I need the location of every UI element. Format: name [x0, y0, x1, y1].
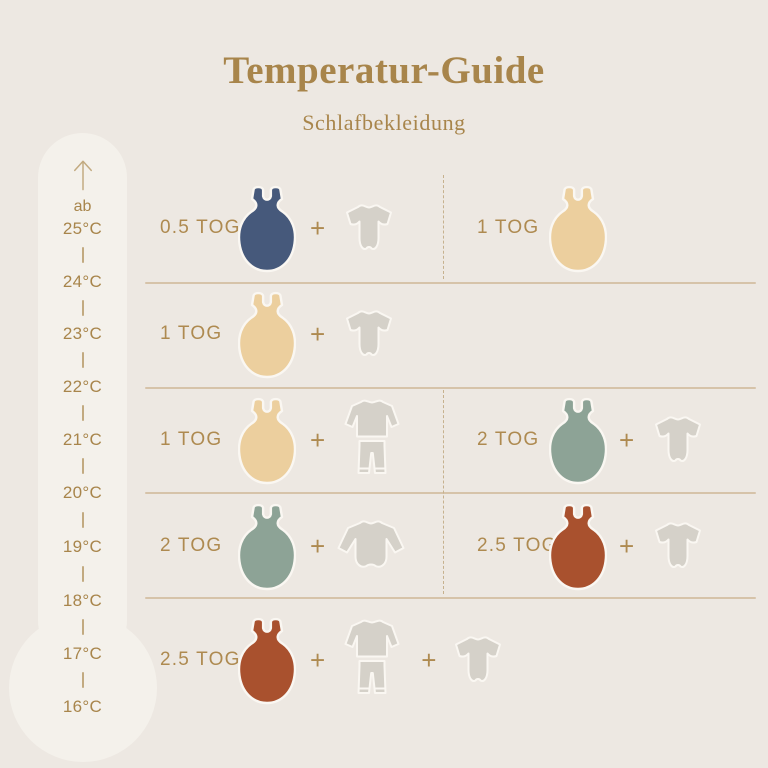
separator-line [145, 492, 756, 494]
separator-line [145, 597, 756, 599]
row-4-left: 2 TOG + [160, 494, 407, 598]
pajamas-icon [341, 397, 403, 483]
thermometer-scale: ab 25°C 24°C 23°C 22°C 21°C 20°C 19°C 18… [38, 0, 127, 768]
short-sleeve-bodysuit-icon [341, 307, 397, 361]
scale-tick [81, 247, 84, 263]
plus-sign: + [421, 645, 437, 675]
scale-tick [81, 405, 84, 421]
plus-sign: + [310, 531, 326, 561]
temperature-label: 23°C [62, 324, 103, 343]
short-sleeve-bodysuit-icon [341, 201, 397, 255]
long-sleeve-bodysuit-icon [335, 517, 407, 575]
tog-label: 0.5 TOG [160, 217, 241, 238]
dashed-divider [443, 390, 444, 594]
scale-tick [81, 458, 84, 474]
short-sleeve-bodysuit-icon [650, 413, 706, 467]
sleeping-bag-icon [238, 289, 296, 379]
scale-tick [81, 352, 84, 368]
sleeping-bag-icon [238, 395, 296, 485]
scale-tick [81, 566, 84, 582]
plus-sign: + [310, 213, 326, 243]
tog-label: 2.5 TOG [477, 535, 558, 556]
temperature-label: 20°C [62, 483, 103, 502]
temperature-label: 21°C [62, 430, 103, 449]
plus-sign: + [619, 425, 635, 455]
row-1-right: 1 TOG [477, 176, 607, 280]
separator-line [145, 387, 756, 389]
sleeping-bag-icon [549, 183, 607, 273]
dashed-divider [443, 175, 444, 279]
short-sleeve-bodysuit-icon [650, 519, 706, 573]
pajamas-icon [341, 617, 403, 703]
sleeping-bag-icon [549, 395, 607, 485]
temperature-label: 25°C [62, 219, 103, 238]
row-4-right: 2.5 TOG + [477, 494, 706, 598]
sleeping-bag-icon [238, 501, 296, 591]
plus-sign: + [619, 531, 635, 561]
thermometer-bulb [9, 614, 157, 762]
temperature-label: 18°C [62, 591, 103, 610]
page-title: Temperatur-Guide [223, 49, 545, 92]
tog-label: 2.5 TOG [160, 649, 241, 670]
plus-sign: + [310, 425, 326, 455]
row-3-left: 1 TOG + [160, 388, 403, 492]
temperature-label: 24°C [62, 272, 103, 291]
row-2-left: 1 TOG + [160, 282, 397, 386]
sleeping-bag-icon [238, 615, 296, 705]
temperature-label: 16°C [62, 697, 103, 716]
separator-line [145, 282, 756, 284]
temperature-label: 17°C [62, 644, 103, 663]
sleeping-bag-icon [238, 183, 296, 273]
arrow-up-icon [72, 158, 94, 192]
row-5-left: 2.5 TOG + + [160, 608, 506, 712]
temperature-label: 19°C [62, 537, 103, 556]
tog-label: 1 TOG [477, 217, 540, 238]
scale-tick [81, 672, 84, 688]
tog-label: 2 TOG [477, 429, 540, 450]
sleeping-bag-icon [549, 501, 607, 591]
short-sleeve-bodysuit-icon [450, 633, 506, 687]
tog-label: 2 TOG [160, 535, 223, 556]
plus-sign: + [310, 645, 326, 675]
tog-label: 1 TOG [160, 429, 223, 450]
page-subtitle: Schlafbekleidung [302, 110, 466, 135]
temperature-label: 22°C [62, 377, 103, 396]
row-3-right: 2 TOG + [477, 388, 706, 492]
scale-tick [81, 512, 84, 528]
scale-tick [81, 300, 84, 316]
temperature-prefix: ab [73, 198, 92, 215]
row-1-left: 0.5 TOG + [160, 176, 397, 280]
tog-label: 1 TOG [160, 323, 223, 344]
scale-tick [81, 619, 84, 635]
plus-sign: + [310, 319, 326, 349]
